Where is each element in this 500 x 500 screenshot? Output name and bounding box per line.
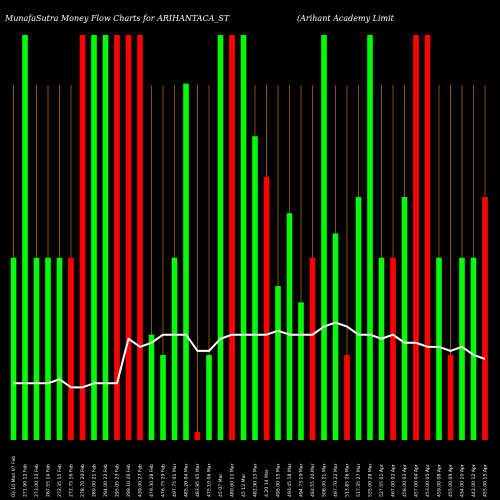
bar (355, 197, 362, 440)
bar (459, 257, 465, 440)
bar (91, 35, 97, 440)
bar (321, 35, 327, 440)
bar (447, 354, 454, 440)
x-tick-label: 535.00 28 Mar (368, 463, 374, 497)
x-tick-label: 495.00 15 Mar (276, 463, 282, 497)
x-tick-label: 457.00 04 Apr (414, 464, 420, 497)
x-tick-label: 294.00 22 Feb (103, 464, 109, 497)
x-tick-label: 455.00 09 Apr (448, 464, 454, 497)
x-tick-label: 272.75 16 Feb (69, 464, 75, 497)
bar (378, 257, 385, 440)
x-tick-label: 508.00 21 Mar (322, 463, 328, 497)
x-tick-label: 278.70 20 Feb (80, 464, 86, 497)
x-tick-label: 45 12 Mar (241, 474, 247, 497)
bar (160, 354, 166, 440)
bar (171, 257, 178, 440)
x-tick-label: 517.35 27 Mar (356, 463, 362, 497)
x-tick-label: 494.73 19 Mar (299, 463, 305, 497)
x-tick-label: 45 07 Mar (218, 474, 224, 497)
x-tick-label: 458.00 03 Apr (402, 464, 408, 497)
x-tick-label: 497.70 22 Mar (333, 463, 339, 497)
x-tick-label: 295.05 23 Feb (115, 464, 121, 497)
price-line-layer (13, 321, 486, 389)
chart-subtitle: (Arihant Academy Limit (297, 14, 395, 23)
bar (183, 83, 189, 440)
bar (217, 35, 224, 440)
bar (482, 197, 488, 440)
x-tick-label: 493.45 18 Mar (287, 463, 293, 497)
x-tick-label: 476.75 29 Feb (161, 464, 167, 497)
bar (424, 35, 431, 440)
x-tick-label: 492.55 20 Mar (310, 463, 316, 497)
bar (390, 257, 396, 440)
x-tick-label: 272.35 15 Feb (57, 464, 63, 497)
bar (309, 257, 316, 440)
bar (56, 257, 63, 440)
price-line (13, 321, 486, 389)
bar (45, 257, 51, 440)
x-tick-label: 513.85 26 Mar (345, 463, 351, 497)
bar (367, 35, 373, 440)
bar (275, 286, 281, 440)
bar (125, 35, 132, 440)
bar (33, 257, 40, 440)
x-tick-label: 03.10 Mon 07 Feb (11, 456, 17, 497)
bar (401, 197, 408, 440)
x-tick-label: 483.85 05 Mar (195, 463, 201, 497)
x-tick-label: 485.20 04 Mar (184, 463, 190, 497)
bar (413, 35, 419, 440)
x-tick-label: 442.00 12 Apr (471, 464, 477, 497)
x-tick-labels: 03.10 Mon 07 Feb 271.90 12 Feb 273.00 13 F… (11, 456, 489, 497)
bars-layer (10, 35, 488, 440)
x-tick-label: 482.90 13 Mar (253, 463, 259, 497)
bar (79, 35, 86, 440)
bar (332, 233, 339, 440)
x-tick-label: 273.00 13 Feb (34, 464, 40, 497)
bar (229, 35, 235, 440)
x-tick-label: 267.55 14 Feb (46, 464, 52, 497)
x-tick-label: 271.90 12 Feb (23, 464, 29, 497)
x-tick-label: 453.00 05 Apr (425, 464, 431, 497)
x-tick-label: 299.10 26 Feb (126, 464, 132, 497)
bar (252, 136, 258, 440)
bar (137, 35, 143, 440)
bar (10, 257, 17, 440)
chart-title: MunafaSutra Money Flow Charts for ARIHAN… (4, 14, 230, 23)
bar (194, 431, 201, 440)
x-tick-label: 480.60 11 Mar (230, 463, 236, 497)
bar (206, 354, 212, 440)
x-tick-label: 455.00 15 Apr (483, 464, 489, 497)
x-tick-label: 434.00 10 Apr (460, 464, 466, 497)
x-tick-label: 289.00 21 Feb (92, 464, 98, 497)
x-tick-label: 459.00 08 Apr (437, 464, 443, 497)
x-tick-label: 479.30 28 Feb (149, 464, 155, 497)
bar (68, 257, 74, 440)
x-tick-label: 439.00 27 Feb (138, 464, 144, 497)
bar (148, 334, 155, 440)
x-tick-label: 497.75 01 Mar (172, 463, 178, 497)
bar (102, 35, 109, 440)
bar (240, 35, 247, 440)
bar (344, 354, 350, 440)
bar (263, 176, 270, 440)
x-tick-label: 467.00 02 Apr (391, 464, 397, 497)
bar (114, 35, 120, 440)
bar (470, 257, 477, 440)
x-tick-label: 527.55 01 Apr (379, 464, 385, 497)
x-tick-label: 475.10 06 Mar (207, 463, 213, 497)
x-tick-label: 4.20 14 Mar (264, 469, 270, 497)
bar (436, 257, 442, 440)
bar (286, 213, 293, 440)
bar (298, 302, 304, 440)
bar (22, 35, 28, 440)
